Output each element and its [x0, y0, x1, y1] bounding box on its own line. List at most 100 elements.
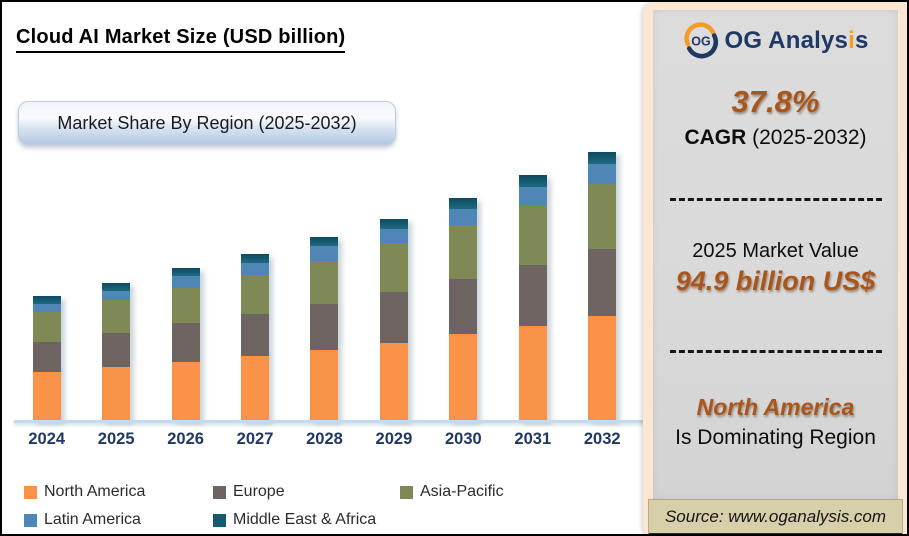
cagr-value: 37.8% [731, 84, 820, 119]
legend-swatch-europe [213, 485, 226, 499]
bar-slot-2029 [359, 141, 428, 421]
segment-north-america-2027 [241, 356, 270, 421]
legend-item-europe: Europe [213, 483, 285, 501]
stacked-bar-2032 [588, 152, 617, 421]
x-axis-label-2030: 2030 [444, 430, 482, 448]
chart-title: Cloud AI Market Size (USD billion) [16, 26, 346, 53]
x-axis-label-2028: 2028 [306, 430, 343, 448]
bar-slot-2024 [12, 141, 81, 421]
segment-europe-2025 [102, 332, 131, 367]
x-axis-label-2025: 2025 [97, 430, 135, 448]
stacked-bar-2029 [379, 218, 408, 421]
info-sidebar: OG OG Analysis 37.8% CAGR (2025-2032) 20… [643, 2, 907, 534]
segment-north-america-2030 [449, 334, 478, 421]
segment-middle-east-africa-2028 [310, 236, 339, 247]
segment-europe-2024 [32, 342, 61, 373]
segment-latin-america-2031 [518, 187, 547, 206]
segment-europe-2027 [241, 313, 270, 357]
legend-swatch-latin-america [24, 513, 37, 527]
segment-asia-pacific-2025 [102, 300, 131, 333]
legend-label-north-america: North America [44, 483, 146, 500]
cagr-label: CAGR (2025-2032) [684, 126, 867, 149]
source-text: Source: www.oganalysis.com [664, 506, 887, 526]
wordmark-accent-letter: i [848, 27, 855, 54]
segment-north-america-2031 [518, 326, 547, 421]
x-axis-label-2029: 2029 [375, 430, 413, 448]
legend-item-north-america: North America [24, 483, 145, 501]
segment-asia-pacific-2027 [241, 275, 270, 314]
legend-label-latin-america: Latin America [44, 511, 141, 528]
segment-latin-america-2026 [171, 276, 200, 288]
legend-swatch-north-america [24, 485, 37, 499]
segment-latin-america-2027 [241, 262, 270, 276]
segment-asia-pacific-2026 [171, 287, 200, 324]
bar-slot-2032 [568, 141, 637, 421]
dashed-separator [669, 350, 882, 353]
segment-asia-pacific-2032 [588, 183, 617, 249]
brand-wordmark: OG Analysis [724, 27, 869, 54]
legend-item-middle-east-africa: Middle East & Africa [213, 511, 376, 529]
x-axis-label-2027: 2027 [236, 430, 274, 448]
stacked-bar-2024 [32, 296, 61, 421]
x-axis-label-2026: 2026 [167, 430, 204, 448]
stacked-bar-2028 [310, 236, 339, 421]
segment-middle-east-africa-2024 [32, 296, 61, 304]
segment-europe-2029 [379, 292, 408, 343]
x-axis-labels: 2024 2025 2026 2027 2028 2029 2030 2031 2032 [12, 430, 637, 449]
segment-latin-america-2029 [379, 228, 408, 244]
segment-europe-2030 [449, 278, 478, 335]
legend-item-latin-america: Latin America [24, 511, 141, 529]
stacked-bar-2030 [449, 198, 478, 421]
segment-latin-america-2025 [102, 291, 131, 301]
brand-logo: OG OG Analysis [653, 22, 898, 60]
segment-latin-america-2028 [310, 246, 339, 261]
x-axis-label-2024: 2024 [28, 430, 66, 448]
dashed-separator [669, 198, 882, 201]
bar-slot-2031 [498, 141, 567, 421]
segment-north-america-2029 [379, 342, 408, 421]
segment-north-america-2025 [102, 366, 131, 421]
segment-europe-2031 [518, 265, 547, 326]
bar-slot-2027 [220, 141, 289, 421]
segment-europe-2032 [588, 248, 617, 317]
legend-swatch-asia-pacific [400, 485, 413, 499]
stacked-bar-2027 [241, 253, 270, 421]
segment-latin-america-2030 [449, 209, 478, 225]
segment-asia-pacific-2029 [379, 243, 408, 293]
segment-middle-east-africa-2032 [588, 152, 617, 165]
legend-label-asia-pacific: Asia-Pacific [420, 483, 504, 500]
segment-middle-east-africa-2026 [171, 268, 200, 277]
legend-swatch-middle-east-africa [213, 513, 226, 527]
stacked-bar-2031 [518, 175, 547, 421]
segment-europe-2026 [171, 323, 200, 362]
segment-asia-pacific-2031 [518, 205, 547, 266]
segment-middle-east-africa-2029 [379, 218, 408, 229]
bar-slot-2025 [81, 141, 150, 421]
source-band: Source: www.oganalysis.com [648, 499, 903, 534]
x-axis-line [14, 420, 651, 423]
segment-north-america-2032 [588, 316, 617, 421]
legend-label-europe: Europe [233, 483, 285, 500]
bar-slot-2026 [151, 141, 220, 421]
market-value: 94.9 billion US$ [675, 266, 876, 296]
market-value-label: 2025 Market Value [692, 240, 859, 262]
info-panel: OG OG Analysis 37.8% CAGR (2025-2032) 20… [653, 10, 898, 499]
segment-asia-pacific-2024 [32, 312, 61, 343]
segment-north-america-2024 [32, 372, 61, 421]
segment-europe-2028 [310, 303, 339, 351]
segment-latin-america-2024 [32, 303, 61, 313]
stacked-bar-2025 [102, 283, 131, 421]
segment-middle-east-africa-2031 [518, 175, 547, 188]
segment-middle-east-africa-2030 [449, 198, 478, 210]
x-axis-label-2032: 2032 [583, 430, 621, 448]
market-share-button[interactable]: Market Share By Region (2025-2032) [18, 101, 396, 145]
legend-item-asia-pacific: Asia-Pacific [400, 483, 504, 501]
stacked-bar-2026 [171, 268, 200, 421]
og-analysis-logo-icon: OG [684, 22, 719, 59]
legend-label-middle-east-africa: Middle East & Africa [233, 511, 377, 528]
x-axis-label-2031: 2031 [514, 430, 552, 448]
dominating-region-text: Is Dominating Region [675, 426, 876, 449]
market-share-button-label: Market Share By Region (2025-2032) [57, 112, 357, 133]
segment-north-america-2028 [310, 350, 339, 421]
